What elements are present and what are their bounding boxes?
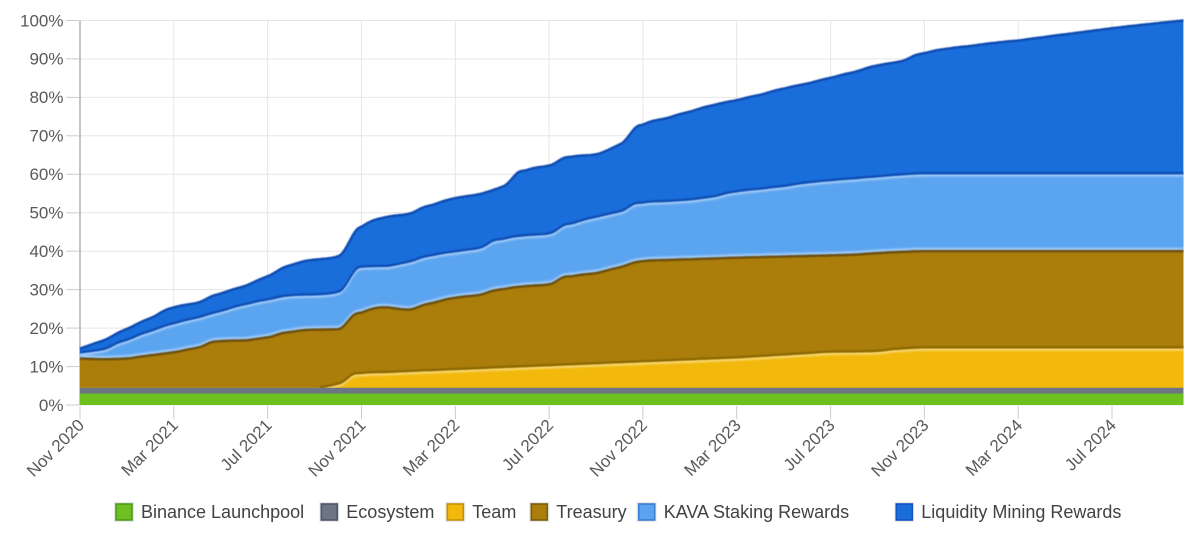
svg-text:30%: 30% bbox=[29, 280, 63, 299]
svg-text:KAVA Staking Rewards: KAVA Staking Rewards bbox=[664, 502, 849, 522]
svg-text:Mar 2023: Mar 2023 bbox=[681, 416, 745, 480]
svg-text:Mar 2022: Mar 2022 bbox=[399, 416, 463, 480]
svg-text:50%: 50% bbox=[29, 204, 63, 223]
svg-text:20%: 20% bbox=[29, 319, 63, 338]
svg-text:Jul 2024: Jul 2024 bbox=[1061, 416, 1120, 475]
svg-text:Team: Team bbox=[472, 502, 516, 522]
svg-text:90%: 90% bbox=[29, 50, 63, 69]
svg-text:Binance Launchpool: Binance Launchpool bbox=[141, 502, 304, 522]
svg-text:70%: 70% bbox=[29, 127, 63, 146]
svg-text:Jul 2021: Jul 2021 bbox=[217, 416, 276, 475]
svg-text:0%: 0% bbox=[39, 396, 64, 415]
svg-text:100%: 100% bbox=[20, 11, 63, 30]
svg-text:Nov 2020: Nov 2020 bbox=[23, 416, 88, 481]
svg-text:Nov 2021: Nov 2021 bbox=[305, 416, 370, 481]
svg-text:80%: 80% bbox=[29, 88, 63, 107]
svg-text:Jul 2022: Jul 2022 bbox=[498, 416, 557, 475]
svg-text:10%: 10% bbox=[29, 357, 63, 376]
svg-text:40%: 40% bbox=[29, 242, 63, 261]
svg-text:Treasury: Treasury bbox=[556, 502, 626, 522]
svg-text:Nov 2023: Nov 2023 bbox=[868, 416, 933, 481]
svg-text:Mar 2024: Mar 2024 bbox=[962, 416, 1026, 480]
svg-text:60%: 60% bbox=[29, 165, 63, 184]
svg-text:Nov 2022: Nov 2022 bbox=[586, 416, 651, 481]
svg-text:Mar 2021: Mar 2021 bbox=[118, 416, 182, 480]
svg-text:Liquidity Mining Rewards: Liquidity Mining Rewards bbox=[921, 502, 1121, 522]
svg-text:Ecosystem: Ecosystem bbox=[346, 502, 434, 522]
svg-text:Jul 2023: Jul 2023 bbox=[780, 416, 839, 475]
